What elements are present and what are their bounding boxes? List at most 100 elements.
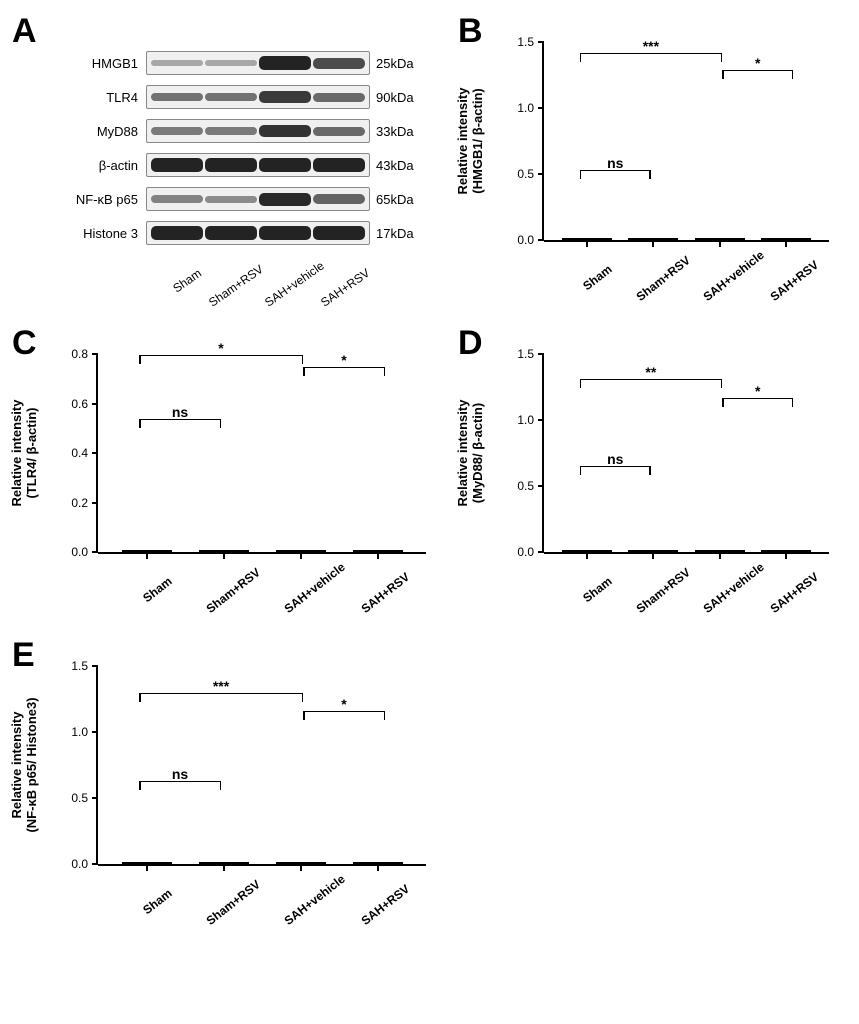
blot-band (151, 60, 203, 65)
blot-band (259, 56, 311, 70)
chart-d: Relative intensity(MyD88/ β-actin)0.00.5… (466, 332, 839, 614)
blot-lane-track (146, 187, 370, 211)
blot-size-label: 33kDa (370, 124, 426, 139)
x-tick (719, 553, 721, 559)
y-tick-label: 1.5 (71, 659, 88, 673)
y-axis-label: Relative intensity(HMGB1/ β-actin) (455, 41, 485, 241)
plot-area: ns**** (544, 42, 829, 242)
x-tick-label: Sham (567, 262, 641, 337)
panel-a-label: A (12, 12, 37, 51)
x-tick-label: SAH+RSV (359, 886, 433, 961)
y-tick: 1.5 (508, 347, 544, 361)
y-tick: 0.0 (508, 233, 544, 247)
bar-group (122, 550, 172, 552)
x-tick-label: SAH+RSV (767, 262, 841, 337)
y-axis: 0.00.51.01.5 (506, 42, 544, 240)
x-axis-labels: ShamSham+RSVSAH+vehicleSAH+RSV (60, 558, 426, 614)
significance-label: * (755, 55, 760, 71)
x-tick-label: SAH+vehicle (281, 574, 355, 649)
blot-band (313, 158, 365, 172)
blot-size-label: 17kDa (370, 226, 426, 241)
bar (199, 550, 249, 552)
blot-band (151, 127, 203, 135)
significance-label: * (341, 352, 346, 368)
x-tick-label: SAH+vehicle (281, 886, 355, 961)
y-tick: 0.0 (508, 545, 544, 559)
x-tick (300, 553, 302, 559)
x-tick (377, 865, 379, 871)
blot-band (313, 194, 365, 204)
blot-row: TLR490kDa (60, 84, 426, 110)
blot-group-label: SAH+RSV (318, 266, 372, 310)
blot-band (259, 158, 311, 172)
significance-label: * (755, 383, 760, 399)
blot-band (259, 91, 311, 103)
blot-size-label: 25kDa (370, 56, 426, 71)
x-tick-label: Sham+RSV (204, 886, 278, 961)
blot-band (205, 158, 257, 172)
blot-group-labels: ShamSham+RSVSAH+vehicleSAH+RSV (146, 254, 370, 268)
y-tick-label: 0.0 (71, 857, 88, 871)
bar-group (353, 862, 403, 864)
significance-bracket: * (303, 711, 385, 720)
y-tick-label: 0.6 (71, 397, 88, 411)
significance-bracket: * (303, 367, 385, 376)
y-tick-label: 0.4 (71, 446, 88, 460)
blot-protein-name: HMGB1 (60, 56, 146, 71)
bar-group (562, 238, 612, 240)
y-tick: 0.5 (62, 791, 98, 805)
blot-band (205, 127, 257, 135)
y-tick-label: 1.0 (71, 725, 88, 739)
y-tick: 0.5 (508, 479, 544, 493)
x-tick (146, 553, 148, 559)
blot-band (313, 58, 365, 69)
bar (761, 238, 811, 240)
blot-band (259, 125, 311, 138)
bar (122, 550, 172, 552)
x-tick (785, 553, 787, 559)
panel-b: B Relative intensity(HMGB1/ β-actin)0.00… (466, 20, 839, 302)
significance-label: ** (645, 364, 656, 380)
y-tick-label: 1.5 (517, 35, 534, 49)
bar (122, 862, 172, 864)
x-tick-label: SAH+RSV (767, 574, 841, 649)
bar-group (761, 238, 811, 240)
bar (562, 238, 612, 240)
blot-band (205, 226, 257, 240)
y-tick: 0.2 (62, 496, 98, 510)
y-tick-label: 0.0 (71, 545, 88, 559)
x-tick-label: Sham (126, 574, 200, 649)
panel-c: C Relative intensity(TLR4/ β-actin)0.00.… (20, 332, 436, 614)
panel-e: E Relative intensity(NF-κB p65/ Histone3… (20, 644, 436, 926)
blot-band (205, 60, 257, 65)
bar-chart: Relative intensity(NF-κB p65/ Histone3)0… (60, 666, 426, 864)
y-tick-label: 0.5 (517, 479, 534, 493)
y-tick-label: 0.5 (71, 791, 88, 805)
blot-protein-name: MyD88 (60, 124, 146, 139)
blot-row: Histone 3 17kDa (60, 220, 426, 246)
blot-group-label: SAH+vehicle (262, 266, 316, 310)
significance-label: * (218, 340, 223, 356)
y-tick-label: 0.0 (517, 545, 534, 559)
y-tick-label: 0.8 (71, 347, 88, 361)
blot-group-label: Sham+RSV (206, 266, 260, 310)
bar-chart: Relative intensity(MyD88/ β-actin)0.00.5… (506, 354, 829, 552)
blot-band (151, 158, 203, 172)
significance-label: *** (643, 38, 659, 54)
x-tick (785, 241, 787, 247)
plot-area: ns**** (98, 666, 426, 866)
x-tick-label: Sham+RSV (634, 574, 708, 649)
significance-bracket: *** (580, 53, 723, 62)
y-tick: 1.0 (508, 101, 544, 115)
figure: A HMGB125kDaTLR490kDaMyD8833kDaβ-actin43… (20, 20, 839, 926)
y-tick: 1.5 (62, 659, 98, 673)
y-tick: 0.0 (62, 857, 98, 871)
blot-protein-name: Histone 3 (60, 226, 146, 241)
plot-area: ns** (98, 354, 426, 554)
blot-band (259, 226, 311, 240)
y-tick: 0.6 (62, 397, 98, 411)
blot-band (205, 196, 257, 203)
x-tick (146, 865, 148, 871)
blot-group-label: Sham (150, 266, 204, 310)
x-tick-label: Sham (567, 574, 641, 649)
